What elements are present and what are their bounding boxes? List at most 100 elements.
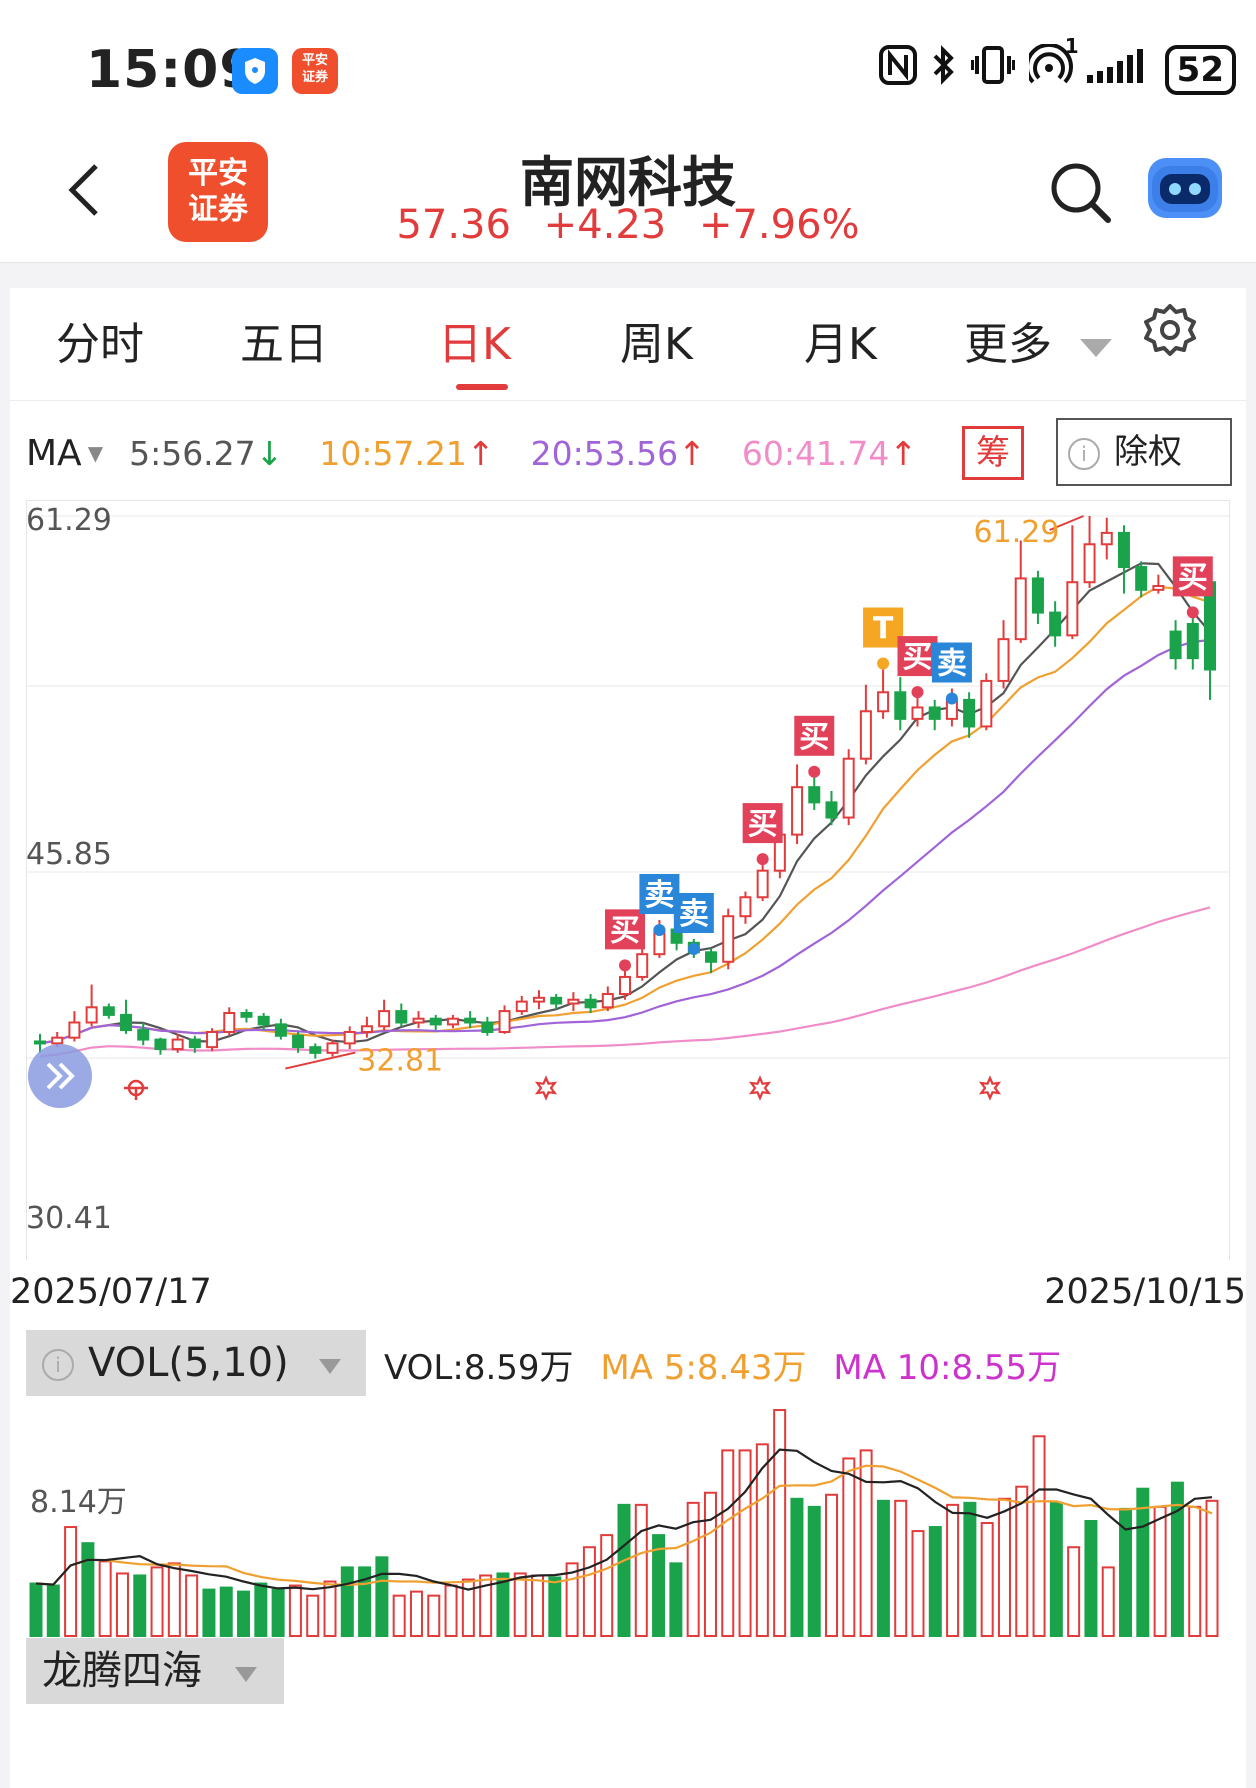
candle xyxy=(1117,525,1130,594)
candle-body xyxy=(1031,577,1044,614)
candle xyxy=(859,684,872,765)
ex-rights-button[interactable]: i 除权 xyxy=(1056,418,1232,486)
candle xyxy=(137,1022,150,1046)
volume-bar xyxy=(1205,1499,1219,1638)
candle xyxy=(1014,540,1027,643)
y-axis-label: 45.85 xyxy=(26,837,112,872)
candle-body xyxy=(1152,585,1165,591)
tab-five-day[interactable]: 五日 xyxy=(240,319,328,370)
ma-selector[interactable]: MA xyxy=(26,432,82,474)
candle-body xyxy=(412,1017,425,1024)
candle-body xyxy=(584,998,597,1009)
volume-bar xyxy=(531,1574,545,1637)
search-button[interactable] xyxy=(1048,160,1112,228)
info-icon: i xyxy=(42,1349,74,1381)
candle xyxy=(1135,561,1148,598)
sell-signal: 卖 xyxy=(673,892,714,955)
volume-bar xyxy=(997,1497,1011,1637)
indicator-selector-longteng[interactable]: 龙腾四海 xyxy=(26,1638,284,1704)
candle-body xyxy=(137,1029,150,1041)
triangle-down-icon xyxy=(319,1359,342,1374)
candle-body xyxy=(343,1030,356,1045)
bluetooth-icon xyxy=(931,44,957,96)
candle-body xyxy=(206,1030,219,1049)
tab-weekly-k[interactable]: 周K xyxy=(620,319,693,370)
volume-bar xyxy=(202,1588,216,1638)
volume-bar xyxy=(565,1562,579,1637)
candle xyxy=(825,790,838,826)
tab-daily-k[interactable]: 日K xyxy=(438,319,511,370)
volume-bar xyxy=(582,1546,596,1637)
volume-bar xyxy=(133,1574,147,1637)
ma60-value: 60:41.74↑ xyxy=(741,433,918,473)
candle-body xyxy=(498,1010,511,1033)
ai-assistant-button[interactable] xyxy=(1148,158,1222,218)
chip-distribution-button[interactable]: 筹 xyxy=(962,426,1024,480)
volume-bar xyxy=(29,1582,43,1637)
search-icon xyxy=(1051,163,1111,223)
candle-body xyxy=(963,698,976,728)
volume-bar xyxy=(479,1574,493,1637)
candle xyxy=(1049,601,1062,647)
stock-name: 南网科技 xyxy=(520,151,736,214)
volume-bar xyxy=(461,1578,475,1637)
candle-body xyxy=(446,1017,459,1026)
candle-body xyxy=(68,1021,81,1039)
volume-bar xyxy=(859,1449,873,1637)
volume-bar xyxy=(185,1574,199,1637)
volume-bar xyxy=(894,1499,908,1638)
candle-body xyxy=(1049,611,1062,637)
buy-signal-dot xyxy=(911,686,924,699)
robot-icon xyxy=(1152,166,1218,212)
ma60-line xyxy=(39,906,1211,1058)
candle xyxy=(378,999,391,1031)
volume-bar xyxy=(842,1457,856,1637)
candle xyxy=(498,1005,511,1034)
volume-bar xyxy=(790,1497,804,1637)
back-button[interactable] xyxy=(64,160,104,236)
buy-signal-badge xyxy=(605,909,645,950)
x-axis-end-date: 2025/10/15 xyxy=(1044,1272,1246,1312)
tab-monthly-k[interactable]: 月K xyxy=(804,319,877,370)
volume-bar xyxy=(444,1584,458,1637)
volume-bar xyxy=(288,1584,302,1637)
volume-bar xyxy=(721,1449,735,1637)
buy-signal-badge xyxy=(794,715,835,756)
y-axis-label: 61.29 xyxy=(26,503,112,538)
volume-bar xyxy=(652,1534,666,1637)
volume-chart[interactable]: 8.14万 xyxy=(26,1400,1230,1640)
volume-bar xyxy=(1032,1435,1046,1638)
double-chevron-icon xyxy=(46,1062,75,1090)
tab-intraday[interactable]: 分时 xyxy=(56,319,144,370)
candle xyxy=(206,1028,219,1051)
volume-bar xyxy=(167,1562,181,1637)
candle-body xyxy=(309,1046,322,1054)
tab-more[interactable]: 更多 xyxy=(964,308,1114,372)
chevron-left-icon xyxy=(68,164,98,216)
candle-body xyxy=(636,953,649,978)
candle-body xyxy=(292,1034,305,1049)
candle xyxy=(584,994,597,1013)
volume-bar xyxy=(738,1449,752,1637)
candle xyxy=(292,1031,305,1053)
candle xyxy=(343,1026,356,1050)
volume-indicator-selector[interactable]: i VOL(5,10) xyxy=(26,1330,366,1396)
candle-body xyxy=(619,975,631,996)
sell-signal: 卖 xyxy=(639,874,680,937)
candle xyxy=(756,863,769,902)
candle xyxy=(257,1012,270,1031)
volume-bar xyxy=(427,1594,441,1637)
candle xyxy=(997,620,1010,689)
volume-bar xyxy=(1101,1566,1115,1637)
y-axis-label: 30.41 xyxy=(26,1201,112,1236)
ma-dropdown-icon[interactable]: ▼ xyxy=(87,441,104,465)
candle-body xyxy=(395,1010,408,1024)
candle-body xyxy=(1186,622,1199,660)
volume-bar xyxy=(1084,1520,1098,1637)
candle xyxy=(808,775,821,810)
chart-settings-button[interactable] xyxy=(1140,300,1200,364)
volume-bar xyxy=(876,1499,890,1638)
sell-signal-badge xyxy=(931,642,972,683)
candle xyxy=(481,1016,494,1036)
